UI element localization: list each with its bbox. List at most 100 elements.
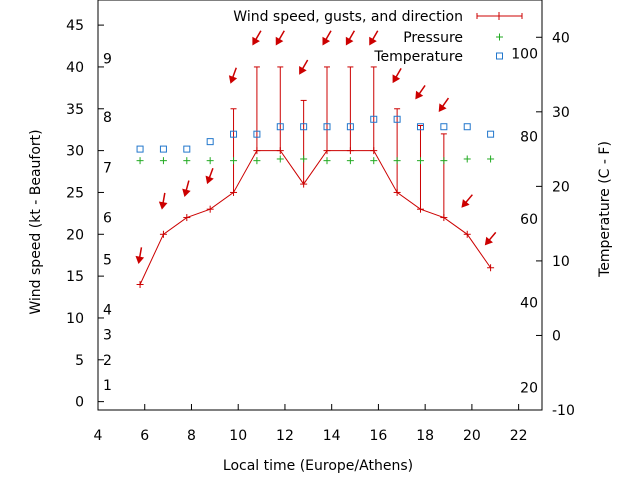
wind-direction-arrow <box>392 68 402 84</box>
legend-label: Pressure <box>403 30 463 46</box>
y-axis-label: Wind speed (kt - Beaufort) <box>28 129 44 314</box>
y2-tick-label: 30 <box>552 105 570 121</box>
beaufort-label: 5 <box>103 252 112 268</box>
beaufort-label: 9 <box>103 52 112 68</box>
legend-entry: Temperature <box>373 49 503 65</box>
wind-direction-arrow <box>228 67 238 84</box>
wind-direction-arrow <box>252 30 262 46</box>
y-tick-label: 25 <box>66 185 84 201</box>
legend-swatch <box>496 52 503 60</box>
y-tick-label: 15 <box>66 269 84 285</box>
pressure-point <box>370 157 378 165</box>
y2-tick-label: -10 <box>552 403 575 419</box>
pressure-point <box>323 157 331 165</box>
legend-layer: Wind speed, gusts, and direction Pressure… <box>233 9 523 65</box>
temperature-point <box>230 130 238 138</box>
temperature-point <box>393 115 401 123</box>
x-tick-label: 18 <box>416 428 434 444</box>
wind-direction-arrow <box>369 30 379 46</box>
temperature-point <box>183 145 191 153</box>
wind-direction-arrow <box>299 59 309 75</box>
pressure-point <box>253 157 261 165</box>
wind-point <box>440 214 448 222</box>
wind-direction-arrow <box>438 97 450 112</box>
wind-direction-arrow <box>484 231 497 246</box>
beaufort-label: 4 <box>103 303 112 319</box>
legend-entry: Wind speed, gusts, and direction <box>233 9 523 25</box>
wind-point <box>276 147 284 155</box>
wind-point <box>300 180 308 188</box>
y-tick-label: 35 <box>66 102 84 118</box>
wind-direction-arrow <box>461 194 473 208</box>
beaufort-label: 6 <box>103 211 112 227</box>
wind-direction-arrow <box>135 247 145 265</box>
x-tick-label: 10 <box>229 428 247 444</box>
y2-tick-label: 10 <box>552 254 570 270</box>
axis-ticks-layer: 4 6 8 10 12 14 16 18 20 22051015202530354045-1001… <box>66 18 575 444</box>
x-tick-label: 14 <box>323 428 341 444</box>
wind-direction-arrow <box>322 30 332 46</box>
legend-label: Wind speed, gusts, and direction <box>233 9 463 25</box>
x-axis-label: Local time (Europe/Athens) <box>223 458 413 474</box>
x-tick-label: 20 <box>463 428 481 444</box>
wind-point <box>487 264 495 272</box>
beaufort-label: 2 <box>103 353 112 369</box>
temperature-point <box>416 123 424 131</box>
wind-direction-arrow <box>275 30 285 46</box>
y2-tick-label: 0 <box>552 328 561 344</box>
wind-direction-arrow <box>182 180 191 197</box>
pressure-point <box>136 157 144 165</box>
x-tick-label: 4 <box>94 428 103 444</box>
y-tick-label: 0 <box>75 395 84 411</box>
beaufort-label: 1 <box>103 378 112 394</box>
y-tick-label: 10 <box>66 311 84 327</box>
pressure-point <box>300 155 308 163</box>
pressure-point <box>346 157 354 165</box>
temperature-point <box>300 123 308 131</box>
wind-point <box>463 230 471 238</box>
y-tick-label: 20 <box>66 227 84 243</box>
wind-point <box>393 188 401 196</box>
pressure-point <box>463 155 471 163</box>
pressure-point <box>159 157 167 165</box>
x-tick-label: 16 <box>370 428 388 444</box>
fahrenheit-label: 20 <box>520 381 538 397</box>
temperature-point <box>370 115 378 123</box>
wind-point <box>370 147 378 155</box>
y-tick-label: 40 <box>66 60 84 76</box>
beaufort-label: 3 <box>103 328 112 344</box>
wind-point <box>253 147 261 155</box>
pressure-point <box>416 157 424 165</box>
x-tick-label: 12 <box>276 428 294 444</box>
wind-point <box>323 147 331 155</box>
beaufort-label: 8 <box>103 110 112 126</box>
fahrenheit-label: 100 <box>511 47 538 63</box>
temperature-point <box>440 123 448 131</box>
wind-direction-arrow <box>345 30 356 46</box>
x-tick-label: 6 <box>140 428 149 444</box>
series-layer <box>135 30 497 288</box>
wind-point <box>159 230 167 238</box>
beaufort-label: 7 <box>103 160 112 176</box>
plot-frame-layer <box>97 0 543 411</box>
x-tick-label: 22 <box>510 428 528 444</box>
pressure-point <box>487 155 495 163</box>
temperature-point <box>136 145 144 153</box>
wind-direction-arrow <box>158 192 168 210</box>
pressure-point <box>393 157 401 165</box>
wind-point <box>416 205 424 213</box>
wind-point <box>183 214 191 222</box>
pressure-point <box>183 157 191 165</box>
y-tick-label: 30 <box>66 144 84 160</box>
temperature-point <box>206 138 214 146</box>
temperature-point <box>159 145 167 153</box>
fahrenheit-label: 80 <box>520 129 538 145</box>
wind-point <box>346 147 354 155</box>
fahrenheit-label: 60 <box>520 212 538 228</box>
x-tick-label: 8 <box>187 428 196 444</box>
legend-entry: Pressure <box>403 30 503 46</box>
y-tick-label: 5 <box>75 353 84 369</box>
wind-point <box>230 188 238 196</box>
temperature-point <box>276 123 284 131</box>
